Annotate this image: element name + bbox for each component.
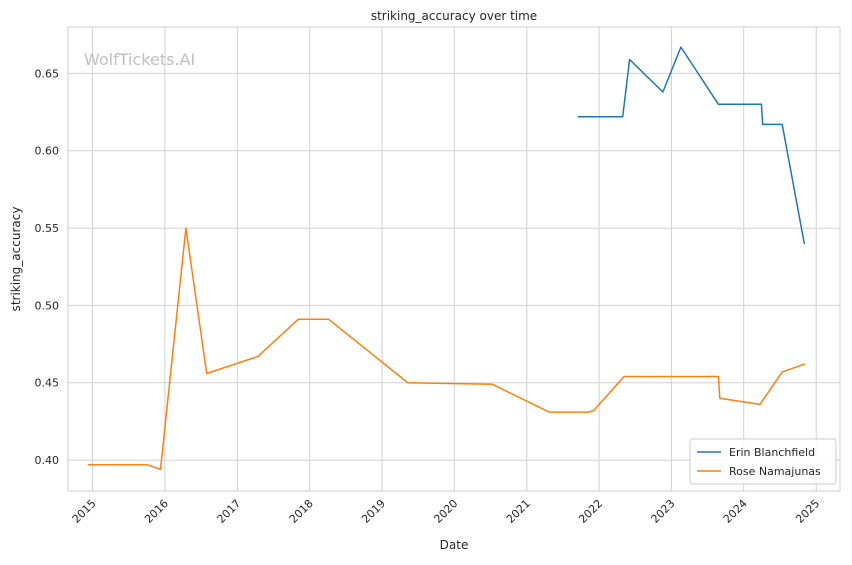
y-tick-label-0.65: 0.65 <box>35 67 60 80</box>
y-tick-label-0.60: 0.60 <box>35 145 60 158</box>
x-axis-label: Date <box>440 538 469 552</box>
grid-layer <box>68 27 840 491</box>
legend: Erin Blanchfield Rose Namajunas <box>689 438 837 485</box>
legend-label-rose-namajunas: Rose Namajunas <box>729 465 821 478</box>
y-tick-label-0.45: 0.45 <box>35 377 60 390</box>
legend-box <box>689 438 837 485</box>
y-tick-label-0.40: 0.40 <box>35 454 60 467</box>
watermark-text: WolfTickets.AI <box>84 50 195 69</box>
y-tick-label-0.50: 0.50 <box>35 299 60 312</box>
series-line-rose-namajunas <box>87 227 806 471</box>
legend-label-erin-blanchfield: Erin Blanchfield <box>729 446 815 459</box>
series-layer <box>87 46 806 471</box>
y-tick-label-0.55: 0.55 <box>35 222 60 235</box>
chart-title: striking_accuracy over time <box>371 9 537 23</box>
y-axis-label: striking_accuracy <box>9 207 23 312</box>
series-line-erin-blanchfield <box>577 46 806 245</box>
plot-frame <box>67 26 841 492</box>
